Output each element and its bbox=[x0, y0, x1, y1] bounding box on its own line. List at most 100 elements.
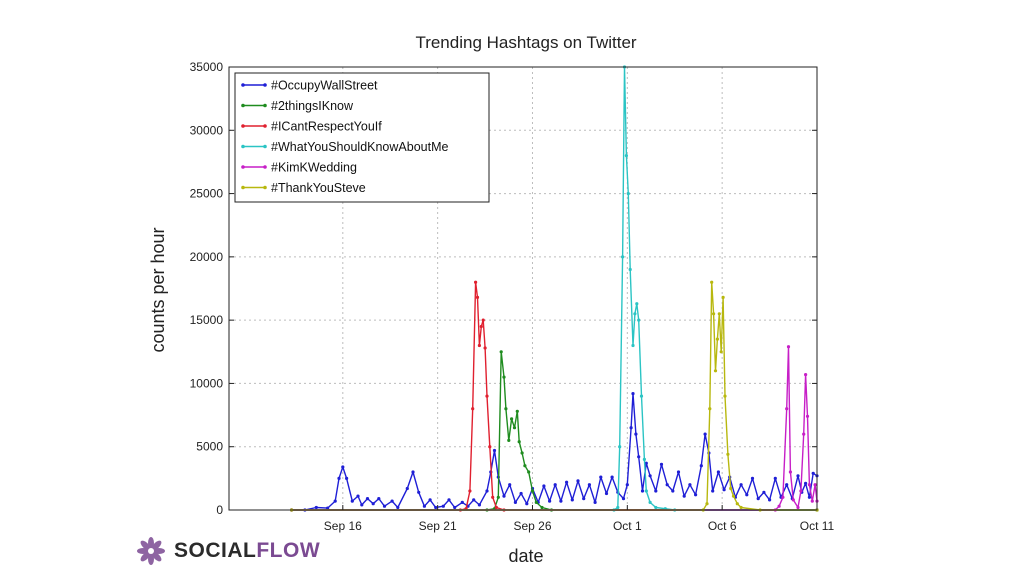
data-point bbox=[804, 373, 808, 377]
legend-swatch-marker bbox=[241, 83, 245, 87]
data-point bbox=[314, 505, 318, 510]
legend-swatch-marker bbox=[263, 83, 267, 87]
data-point bbox=[474, 280, 478, 284]
flower-logo-icon bbox=[137, 537, 165, 565]
legend-swatch-marker bbox=[241, 165, 245, 169]
data-point bbox=[785, 407, 789, 411]
data-point bbox=[530, 489, 535, 493]
data-point bbox=[739, 483, 743, 487]
series-layer bbox=[290, 65, 819, 512]
x-axis: Sep 16 Sep 21 Sep 26 Oct 1 Oct 6 Oct 11 bbox=[324, 505, 835, 533]
data-point bbox=[559, 499, 563, 503]
data-point bbox=[618, 445, 622, 449]
x-tick-label: Sep 16 bbox=[324, 519, 362, 533]
data-point bbox=[610, 475, 614, 479]
data-point bbox=[472, 498, 476, 502]
series-thankyousteve bbox=[290, 280, 819, 512]
data-point bbox=[625, 483, 629, 487]
data-point bbox=[682, 494, 686, 498]
data-point bbox=[781, 495, 785, 499]
x-tick-label: Oct 1 bbox=[613, 519, 642, 533]
legend-swatch-marker bbox=[263, 144, 267, 149]
data-point bbox=[796, 474, 800, 478]
legend-label: #KimKWedding bbox=[271, 161, 357, 175]
data-point bbox=[428, 498, 432, 502]
y-tick-label: 30000 bbox=[190, 123, 224, 137]
data-point bbox=[811, 471, 815, 475]
data-point bbox=[631, 343, 635, 348]
data-point bbox=[519, 491, 523, 496]
data-point bbox=[791, 498, 795, 502]
data-point bbox=[483, 346, 487, 350]
data-point bbox=[604, 491, 609, 496]
data-point bbox=[729, 486, 733, 491]
legend-label: #2thingsIKnow bbox=[271, 99, 354, 113]
data-point bbox=[525, 502, 529, 506]
data-point bbox=[479, 324, 483, 329]
legend-label: #OccupyWallStreet bbox=[271, 79, 378, 93]
data-point bbox=[599, 475, 603, 479]
y-tick-label: 0 bbox=[216, 503, 223, 517]
data-point bbox=[341, 465, 345, 469]
legend-swatch-marker bbox=[263, 165, 267, 169]
data-point bbox=[676, 470, 681, 474]
data-point bbox=[777, 504, 781, 508]
data-point bbox=[710, 280, 714, 284]
data-point bbox=[460, 500, 464, 504]
series-line bbox=[291, 351, 817, 511]
data-point bbox=[756, 497, 760, 501]
data-point bbox=[405, 486, 409, 491]
data-point bbox=[624, 154, 629, 158]
data-point bbox=[507, 438, 511, 442]
data-point bbox=[377, 497, 381, 501]
data-point bbox=[520, 451, 524, 455]
data-point bbox=[750, 476, 755, 480]
data-point bbox=[644, 489, 648, 493]
legend-box bbox=[234, 72, 490, 203]
data-point bbox=[326, 506, 330, 510]
data-point bbox=[365, 497, 370, 501]
legend-swatch-marker bbox=[241, 144, 245, 149]
data-point bbox=[441, 504, 445, 508]
data-point bbox=[565, 480, 569, 484]
data-point bbox=[731, 494, 736, 498]
data-point bbox=[722, 488, 726, 492]
data-point bbox=[570, 498, 574, 502]
data-point bbox=[634, 432, 638, 436]
data-point bbox=[481, 318, 485, 322]
data-point bbox=[788, 470, 793, 474]
data-point bbox=[477, 343, 481, 348]
data-point bbox=[477, 503, 481, 507]
data-point bbox=[626, 192, 630, 196]
y-tick-label: 15000 bbox=[190, 313, 224, 327]
data-point bbox=[807, 483, 812, 487]
x-tick-label: Oct 11 bbox=[800, 519, 835, 533]
data-point bbox=[699, 464, 703, 468]
data-point bbox=[639, 394, 644, 398]
data-point bbox=[496, 495, 500, 499]
data-point bbox=[762, 490, 766, 494]
data-point bbox=[644, 461, 648, 465]
x-axis-label: date bbox=[508, 546, 543, 566]
data-point bbox=[502, 494, 506, 498]
data-point bbox=[629, 426, 633, 430]
logo-word-flow: FLOW bbox=[256, 539, 321, 562]
data-point bbox=[708, 407, 712, 411]
data-point bbox=[715, 337, 720, 341]
legend-swatch-marker bbox=[241, 124, 245, 128]
data-point bbox=[390, 499, 394, 503]
data-point bbox=[508, 483, 512, 487]
data-point bbox=[553, 483, 557, 487]
legend: #OccupyWallStreet #2thingsIKnow #ICantResp… bbox=[234, 72, 490, 203]
data-point bbox=[534, 500, 538, 504]
data-point bbox=[648, 474, 652, 478]
logo-wordmark: SOCIALFLOW bbox=[174, 539, 320, 563]
data-point bbox=[654, 505, 658, 510]
chart-title: Trending Hashtags on Twitter bbox=[415, 33, 636, 52]
data-point bbox=[773, 476, 777, 480]
data-point bbox=[345, 476, 349, 480]
data-point bbox=[485, 489, 489, 493]
data-point bbox=[434, 505, 438, 510]
data-point bbox=[807, 495, 812, 499]
